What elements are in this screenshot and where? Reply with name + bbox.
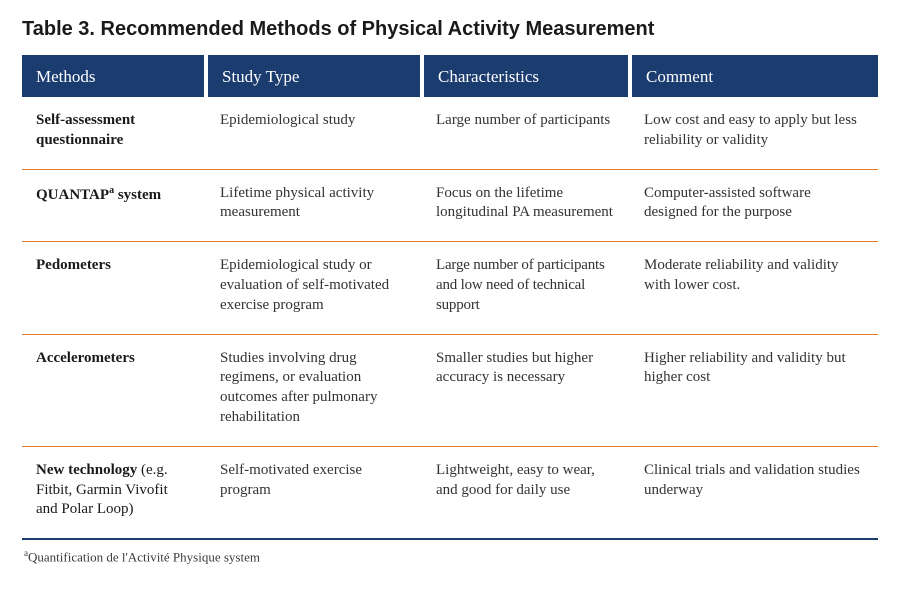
cell-comment: Computer-assisted software designed for … xyxy=(630,169,878,242)
cell-char: Focus on the lifetime longitudinal PA me… xyxy=(422,169,630,242)
table-row: Pedometers Epidemiological study or eval… xyxy=(22,242,878,334)
cell-method: New technology (e.g. Fitbit, Garmin Vivo… xyxy=(22,446,206,539)
cell-char: Large number of participants and low nee… xyxy=(422,242,630,334)
cell-method: Accelerometers xyxy=(22,334,206,446)
header-row: Methods Study Type Characteristics Comme… xyxy=(22,56,878,97)
cell-comment: Higher reliability and validity but high… xyxy=(630,334,878,446)
col-header-char: Characteristics xyxy=(422,56,630,97)
table-row: Self-assessment questionnaire Epidemiolo… xyxy=(22,97,878,169)
cell-method: Pedometers xyxy=(22,242,206,334)
footnote: aQuantification de l'Activité Physique s… xyxy=(22,540,878,565)
cell-study: Lifetime physical activity measurement xyxy=(206,169,422,242)
cell-study: Studies involving drug regimens, or eval… xyxy=(206,334,422,446)
cell-char: Lightweight, easy to wear, and good for … xyxy=(422,446,630,539)
col-header-study: Study Type xyxy=(206,56,422,97)
table-row: Accelerometers Studies involving drug re… xyxy=(22,334,878,446)
table-row: QUANTAPa system Lifetime physical activi… xyxy=(22,169,878,242)
table-title: Table 3. Recommended Methods of Physical… xyxy=(22,18,878,41)
col-header-methods: Methods xyxy=(22,56,206,97)
col-header-comment: Comment xyxy=(630,56,878,97)
table-body: Self-assessment questionnaire Epidemiolo… xyxy=(22,97,878,539)
cell-study: Self-motivated exercise program xyxy=(206,446,422,539)
cell-char: Large number of participants xyxy=(422,97,630,169)
cell-study: Epidemiological study xyxy=(206,97,422,169)
cell-method: QUANTAPa system xyxy=(22,169,206,242)
cell-comment: Low cost and easy to apply but less reli… xyxy=(630,97,878,169)
methods-table: Methods Study Type Characteristics Comme… xyxy=(22,55,878,540)
cell-comment: Clinical trials and validation studies u… xyxy=(630,446,878,539)
cell-method: Self-assessment questionnaire xyxy=(22,97,206,169)
cell-study: Epidemiological study or evaluation of s… xyxy=(206,242,422,334)
table-row: New technology (e.g. Fitbit, Garmin Vivo… xyxy=(22,446,878,539)
cell-char: Smaller studies but higher accuracy is n… xyxy=(422,334,630,446)
cell-comment: Moderate reliability and validity with l… xyxy=(630,242,878,334)
